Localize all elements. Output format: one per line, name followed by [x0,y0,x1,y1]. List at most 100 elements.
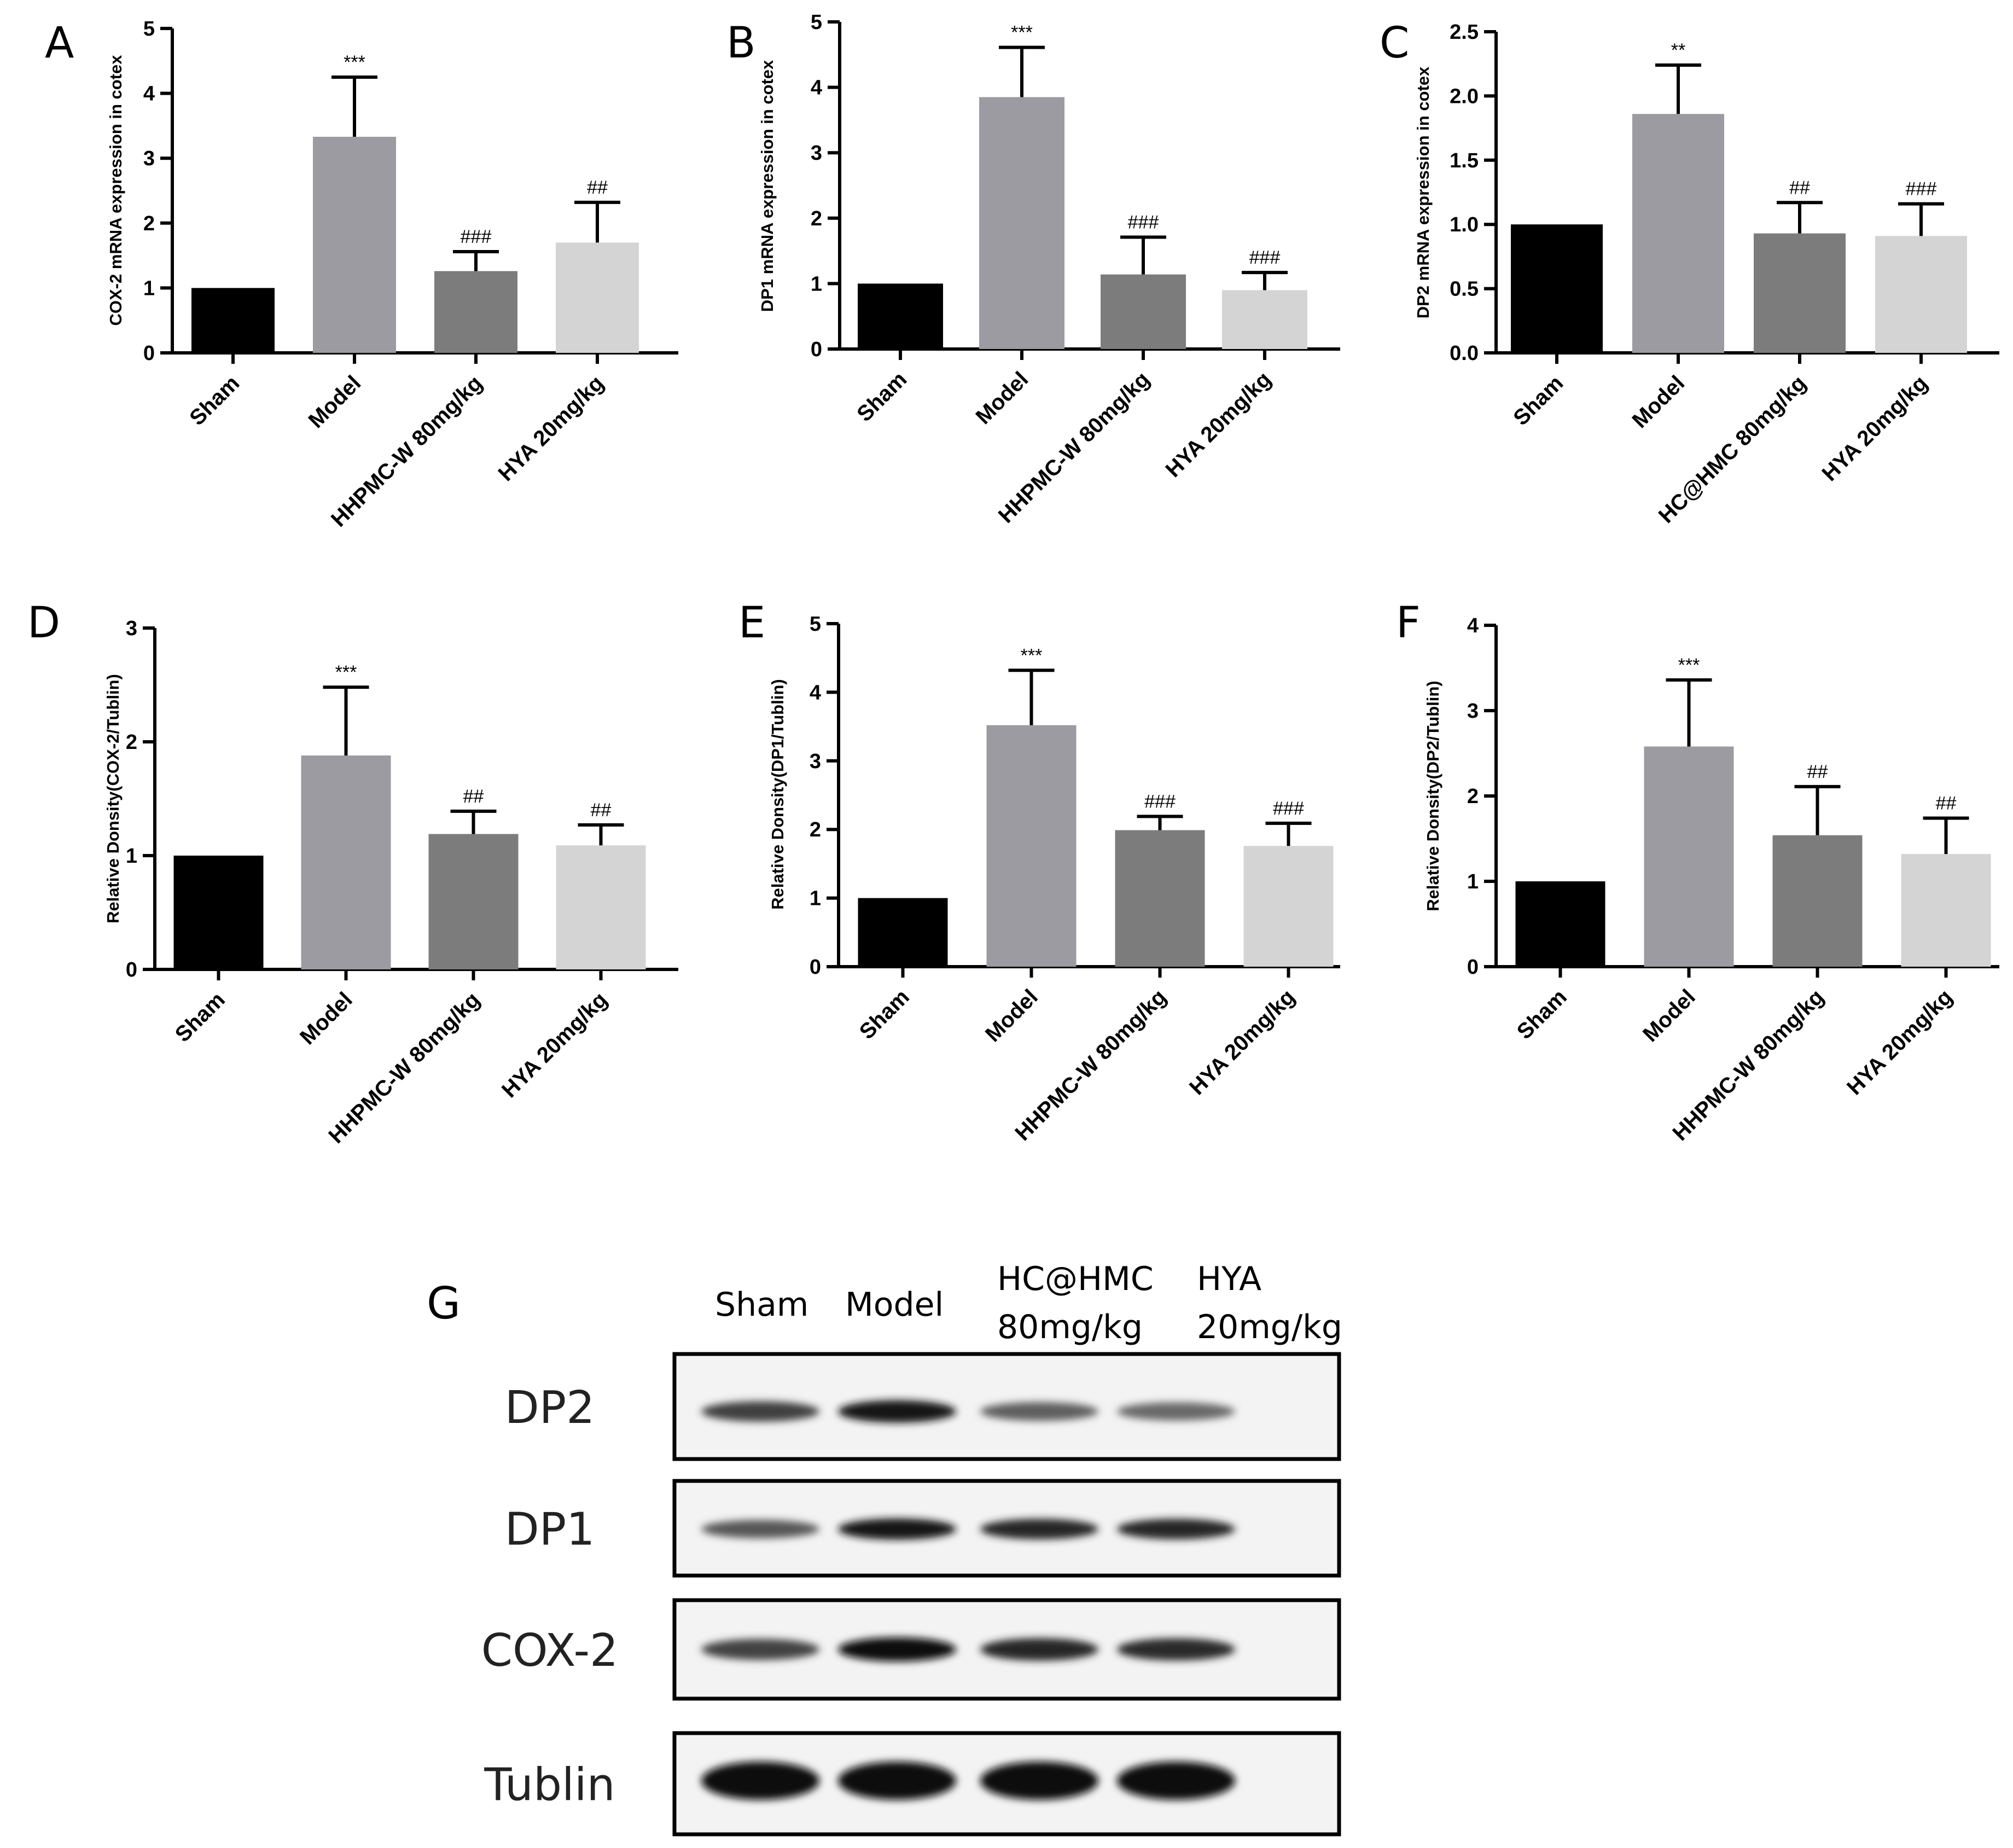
y-tick-label: 3 [126,617,137,640]
significance-label: ## [587,177,608,198]
chart-panel-e: E 0 1 2 3 4 5 Relative Donsity(DP1/Tublin) Sham *… [738,598,1340,1146]
blot-band [838,1637,956,1661]
significance-label: ** [1671,40,1685,61]
blot-band [701,1762,819,1800]
significance-label: *** [344,52,365,73]
y-tick-label: 1 [810,887,821,910]
bar-hya-20mg-kg [1875,236,1967,353]
y-tick-label: 0 [1467,956,1479,979]
blot-band [980,1762,1098,1800]
significance-label: ### [1906,179,1937,200]
significance-label: *** [1021,645,1043,666]
x-tick-label: Model [295,987,357,1049]
bar-charts: A 0 1 2 3 4 5 COX-2 mRNA expression in cotex Sha… [27,11,1999,1148]
y-tick-label: 4 [811,77,822,100]
y-tick-label: 5 [810,613,821,636]
bar-model [986,725,1077,967]
x-tick-label: HYA 20mg/kg [1842,985,1957,1100]
bar-hc-hmc-80mg-kg [1754,233,1846,353]
y-tick-label: 1 [811,272,822,295]
bar-hhpmc-w-80mg-kg [1101,274,1186,349]
blot-band [701,1520,819,1538]
y-tick-label: 2.0 [1450,85,1479,108]
significance-label: ## [591,800,612,821]
bar-model [979,97,1064,350]
bar-model [301,755,391,969]
bar-hhpmc-w-80mg-kg [1772,835,1863,967]
x-tick-label: HYA 20mg/kg [1818,371,1933,486]
panel-letter: C [1380,19,1409,68]
lane-label-dose: 20mg/kg [1197,1308,1342,1346]
x-tick-label: Sham [852,367,911,426]
y-axis-label: Relative Donsity(COX-2/Tublin) [103,674,123,923]
bar-sham [1515,881,1605,967]
x-tick-label: HYA 20mg/kg [1161,367,1276,482]
chart-panel-f: F 0 1 2 3 4 Relative Donsity(DP2/Tublin) Sham **… [1396,598,1999,1146]
significance-label: ## [463,786,484,807]
y-tick-label: 1.5 [1450,149,1479,172]
panel-letter: B [726,19,756,68]
x-tick-label: Sham [171,987,230,1047]
blot-band [838,1400,956,1423]
y-tick-label: 3 [810,750,821,773]
y-tick-label: 0 [810,956,821,979]
blot-band [1117,1519,1235,1539]
y-tick-label: 1 [143,277,155,300]
significance-label: ### [461,226,492,247]
significance-label: ## [1936,793,1957,814]
x-tick-label: Model [1638,985,1700,1047]
y-tick-label: 1 [1467,870,1479,893]
blot-band [980,1519,1098,1539]
panel-letter: G [427,1278,461,1329]
lane-label: Sham [715,1286,808,1324]
y-axis-label: DP1 mRNA expression in cotex [758,60,777,312]
bar-hya-20mg-kg [556,242,639,353]
bar-sham [173,856,264,969]
panel-letter: F [1396,598,1421,648]
blot-band [838,1518,956,1540]
x-tick-label: Sham [185,371,244,430]
bar-sham [191,288,275,353]
blot-band [701,1638,819,1660]
lane-label-dose: 80mg/kg [997,1308,1143,1346]
y-tick-label: 3 [143,147,155,170]
y-tick-label: 2 [143,212,155,235]
y-tick-label: 4 [143,83,155,106]
y-tick-label: 2.5 [1450,21,1479,44]
lane-label: HC@HMC [997,1260,1154,1298]
panel-letter: E [738,598,765,648]
y-tick-label: 5 [143,18,155,40]
x-tick-label: Sham [855,985,914,1044]
significance-label: *** [1011,22,1033,43]
bar-hya-20mg-kg [1222,290,1307,349]
y-tick-label: 0.5 [1450,278,1479,301]
y-tick-label: 0 [126,958,137,981]
x-tick-label: Sham [1512,985,1572,1044]
bar-hhpmc-w-80mg-kg [428,834,519,969]
significance-label: ## [1807,762,1828,782]
significance-label: *** [335,662,357,683]
bar-hhpmc-w-80mg-kg [434,271,517,353]
x-tick-label: Model [971,367,1033,429]
bar-hya-20mg-kg [556,845,646,969]
x-tick-label: Model [304,371,366,433]
bar-sham [1511,224,1603,353]
x-tick-label: HYA 20mg/kg [497,987,612,1102]
y-tick-label: 0 [143,342,155,365]
chart-panel-b: B 0 1 2 3 4 5 DP1 mRNA expression in cotex Sham *… [726,11,1340,528]
y-tick-label: 5 [811,11,822,34]
y-tick-label: 2 [126,731,137,754]
y-axis-label: DP2 mRNA expression in cotex [1413,66,1433,318]
blot-row-label: DP1 [505,1504,595,1556]
blot-band [701,1401,819,1422]
x-tick-label: HYA 20mg/kg [494,371,609,486]
y-tick-label: 1 [126,845,137,868]
blot-band [1117,1638,1235,1661]
blot-band [1117,1762,1235,1800]
blot-band [980,1638,1098,1661]
x-tick-label: Model [981,985,1043,1047]
bar-model [1644,746,1734,967]
significance-label: ### [1273,798,1304,819]
y-tick-label: 0 [811,338,822,361]
